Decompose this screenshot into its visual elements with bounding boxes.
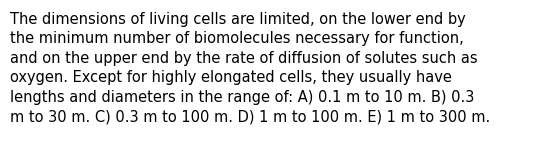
Text: The dimensions of living cells are limited, on the lower end by
the minimum numb: The dimensions of living cells are limit… (10, 12, 490, 124)
